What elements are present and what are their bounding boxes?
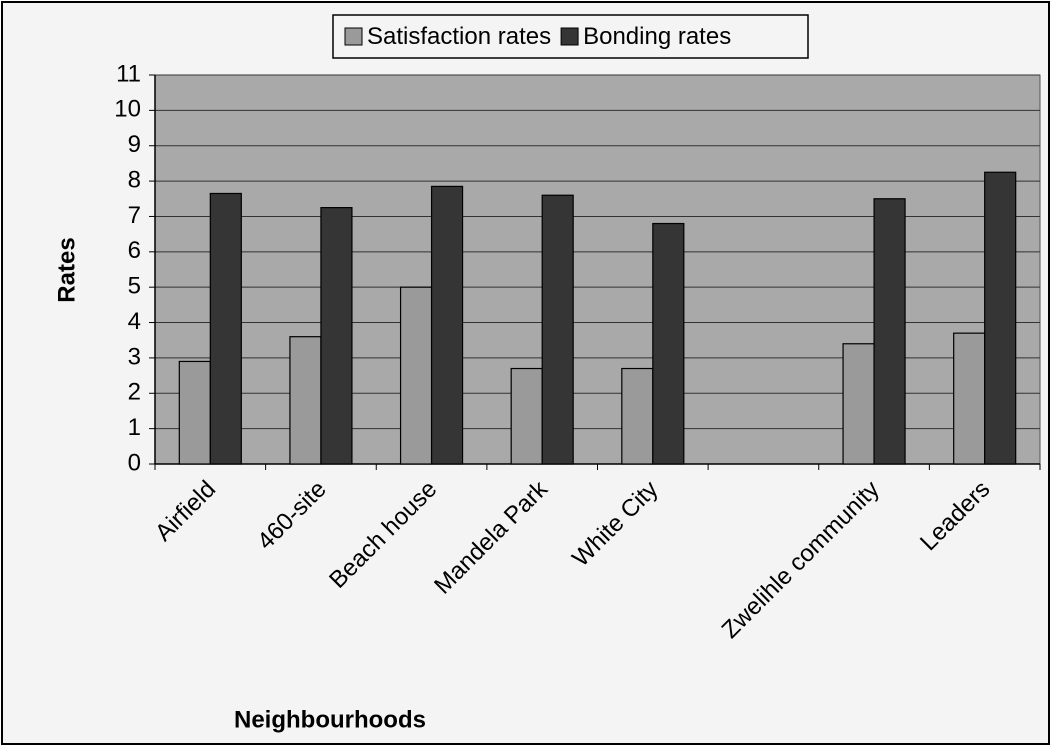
bar (652, 222, 685, 465)
y-tick-label: 0 (128, 449, 141, 476)
y-tick-label: 2 (128, 379, 141, 406)
legend-swatch (344, 27, 363, 46)
bar (430, 185, 464, 465)
bar (289, 336, 322, 465)
y-tick-label: 1 (128, 414, 141, 441)
y-axis-label: Rates (53, 237, 80, 302)
bar (621, 367, 654, 465)
bar (953, 332, 986, 465)
bar (320, 207, 353, 465)
y-tick-label: 8 (128, 166, 141, 193)
plot-area (154, 74, 1041, 465)
bar (209, 192, 242, 465)
legend-label: Bonding rates (583, 23, 731, 50)
bar (510, 367, 543, 465)
x-axis-label: Neighbourhoods (234, 706, 426, 733)
bar (984, 171, 1017, 465)
bar (842, 343, 875, 465)
y-tick-label: 9 (128, 131, 141, 158)
y-tick-label: 3 (128, 343, 141, 370)
bar (178, 360, 211, 465)
y-tick-label: 5 (128, 273, 141, 300)
y-tick-label: 10 (114, 96, 141, 123)
bar (873, 198, 906, 465)
y-tick-label: 4 (128, 308, 141, 335)
y-tick-label: 7 (128, 202, 141, 229)
legend-swatch (560, 27, 579, 46)
legend-label: Satisfaction rates (367, 23, 551, 50)
y-tick-label: 6 (128, 237, 141, 264)
bar (541, 194, 574, 465)
bar (399, 286, 433, 465)
y-tick-label: 11 (116, 60, 141, 87)
